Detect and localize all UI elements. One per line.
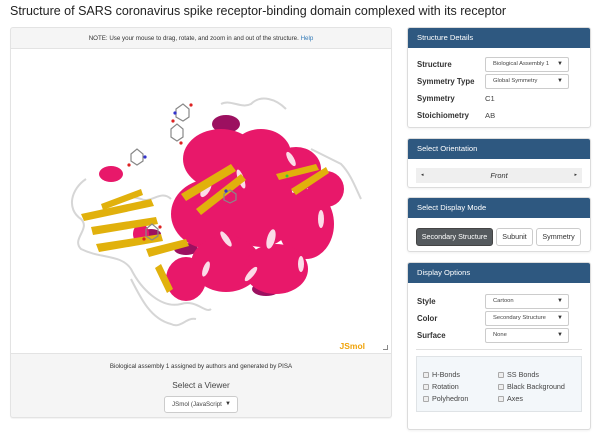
hbonds-label: H-Bonds: [432, 370, 460, 379]
hbonds-checkbox[interactable]: H-Bonds: [423, 370, 460, 379]
structure-details-panel: Structure Details Structure Biological A…: [407, 27, 591, 128]
symmetry-type-row: Symmetry Type Global Symmetry ▼: [408, 74, 590, 91]
style-select[interactable]: Cartoon ▼: [485, 294, 569, 309]
display-options-header: Display Options: [408, 263, 590, 283]
style-row: Style Cartoon ▼: [408, 294, 590, 311]
chevron-down-icon: ▼: [557, 315, 563, 321]
chevron-down-icon: ▼: [557, 61, 563, 67]
symmetry-label: Symmetry: [417, 94, 455, 103]
divider: [416, 349, 582, 350]
rotation-checkbox[interactable]: Rotation: [423, 382, 459, 391]
black-background-label: Black Background: [507, 382, 565, 391]
viewer-select[interactable]: JSmol (JavaScript ▼: [164, 396, 238, 413]
viewer-panel: NOTE: Use your mouse to drag, rotate, an…: [10, 27, 392, 418]
structure-label: Structure: [417, 60, 452, 69]
chevron-down-icon: ▼: [557, 78, 563, 84]
orientation-header: Select Orientation: [408, 139, 590, 159]
help-link[interactable]: Help: [300, 35, 314, 42]
color-select[interactable]: Secondary Structure ▼: [485, 311, 569, 326]
jsmol-label: JSmol: [339, 341, 365, 351]
symmetry-type-label: Symmetry Type: [417, 77, 475, 86]
display-options-panel: Display Options Style Cartoon ▼ Color Se…: [407, 262, 591, 430]
color-label: Color: [417, 314, 438, 323]
subunit-button[interactable]: Subunit: [496, 228, 533, 246]
chevron-down-icon: ▼: [225, 401, 231, 407]
symmetry-type-select-value: Global Symmetry: [493, 78, 538, 84]
arrow-right-icon[interactable]: ▸: [574, 172, 577, 178]
surface-select-value: None: [493, 332, 507, 338]
checkbox-icon[interactable]: [498, 395, 504, 402]
viewer-note: NOTE: Use your mouse to drag, rotate, an…: [11, 28, 391, 49]
protein-structure-render: [71, 97, 362, 327]
orientation-panel: Select Orientation ◂ Front ▸: [407, 138, 591, 188]
style-label: Style: [417, 297, 436, 306]
polyhedron-checkbox[interactable]: Polyhedron: [423, 394, 468, 403]
ssbonds-label: SS Bonds: [507, 370, 539, 379]
viewer-footer: Biological assembly 1 assigned by author…: [11, 363, 391, 413]
orientation-selector[interactable]: ◂ Front ▸: [416, 168, 582, 183]
display-mode-panel: Select Display Mode Secondary Structure …: [407, 197, 591, 252]
checkbox-icon[interactable]: [498, 371, 504, 378]
polyhedron-label: Polyhedron: [432, 394, 469, 403]
display-mode-buttons: Secondary Structure Subunit Symmetry: [416, 228, 590, 246]
color-row: Color Secondary Structure ▼: [408, 311, 590, 328]
stoichiometry-value: AB: [485, 111, 496, 120]
structure-select[interactable]: Biological Assembly 1 ▼: [485, 57, 569, 72]
stoichiometry-row: Stoichiometry AB: [408, 108, 590, 125]
chevron-down-icon: ▼: [557, 298, 563, 304]
style-select-value: Cartoon: [493, 298, 514, 304]
assembly-note: Biological assembly 1 assigned by author…: [109, 363, 293, 370]
display-checkboxes: H-Bonds SS Bonds Rotation Black Backgrou…: [416, 356, 582, 412]
surface-label: Surface: [417, 331, 446, 340]
checkbox-icon[interactable]: [498, 383, 504, 390]
axes-label: Axes: [507, 394, 523, 403]
black-background-checkbox[interactable]: Black Background: [498, 382, 565, 391]
structure-details-header: Structure Details: [408, 28, 590, 48]
structure-select-value: Biological Assembly 1: [493, 61, 550, 67]
color-select-value: Secondary Structure: [493, 315, 546, 321]
structure-row: Structure Biological Assembly 1 ▼: [408, 57, 590, 74]
resize-handle-icon[interactable]: [383, 345, 388, 350]
arrow-left-icon[interactable]: ◂: [421, 172, 424, 178]
surface-row: Surface None ▼: [408, 328, 590, 345]
symmetry-button[interactable]: Symmetry: [536, 228, 581, 246]
symmetry-type-select[interactable]: Global Symmetry ▼: [485, 74, 569, 89]
molecule-3d-viewer[interactable]: JSmol: [11, 49, 391, 354]
symmetry-value: C1: [485, 94, 495, 103]
symmetry-row: Symmetry C1: [408, 91, 590, 108]
checkbox-icon[interactable]: [423, 371, 429, 378]
chevron-down-icon: ▼: [557, 332, 563, 338]
ssbonds-checkbox[interactable]: SS Bonds: [498, 370, 539, 379]
stoichiometry-label: Stoichiometry: [417, 111, 469, 120]
orientation-value: Front: [490, 171, 508, 180]
checkbox-icon[interactable]: [423, 383, 429, 390]
checkbox-icon[interactable]: [423, 395, 429, 402]
rotation-label: Rotation: [432, 382, 459, 391]
select-viewer-label: Select a Viewer: [172, 380, 230, 390]
secondary-structure-button[interactable]: Secondary Structure: [416, 228, 493, 246]
viewer-select-value: JSmol (JavaScript: [172, 401, 222, 408]
page-title: Structure of SARS coronavirus spike rece…: [10, 4, 507, 18]
display-mode-header: Select Display Mode: [408, 198, 590, 218]
viewer-note-text: NOTE: Use your mouse to drag, rotate, an…: [88, 35, 299, 42]
surface-select[interactable]: None ▼: [485, 328, 569, 343]
axes-checkbox[interactable]: Axes: [498, 394, 523, 403]
